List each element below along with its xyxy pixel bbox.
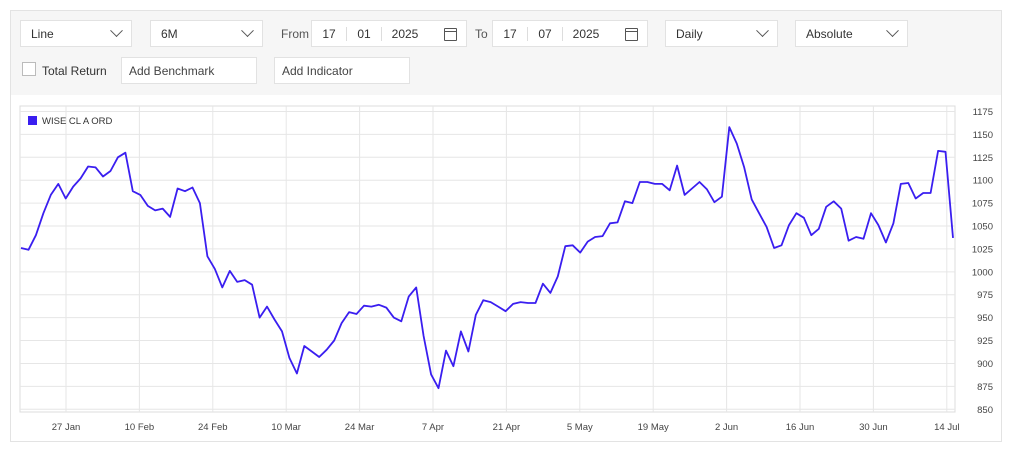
y-tick-label: 925: [977, 336, 993, 347]
price-series-line: [20, 126, 954, 390]
x-tick-label: 5 May: [567, 422, 593, 433]
x-tick-label: 24 Feb: [198, 422, 228, 433]
range-value: 6M: [161, 26, 178, 41]
calendar-icon[interactable]: [625, 28, 638, 41]
from-year[interactable]: 2025: [391, 26, 419, 41]
to-date-field[interactable]: 17 07 2025: [492, 20, 648, 47]
y-tick-label: 1050: [972, 222, 993, 233]
x-tick-label: 19 May: [638, 422, 669, 433]
y-tick-label: 850: [977, 405, 993, 416]
to-year[interactable]: 2025: [572, 26, 600, 41]
y-tick-label: 1000: [972, 267, 993, 278]
chevron-down-icon: [110, 24, 123, 38]
calendar-icon[interactable]: [444, 28, 457, 41]
total-return-label: Total Return: [42, 64, 107, 78]
y-tick-label: 950: [977, 313, 993, 324]
interval-value: Daily: [676, 26, 703, 41]
to-month[interactable]: 07: [538, 26, 552, 41]
y-tick-label: 1125: [973, 153, 993, 164]
range-select[interactable]: 6M: [150, 20, 263, 47]
plot-frame: [19, 105, 956, 413]
y-tick-label: 1075: [972, 199, 993, 210]
x-tick-label: 16 Jun: [786, 422, 815, 433]
x-axis: 27 Jan 10 Feb 24 Feb 10 Mar 24 Mar 7 Apr 21 Ap…: [52, 422, 960, 433]
x-tick-label: 14 Jul: [934, 422, 959, 433]
chevron-down-icon: [886, 24, 899, 38]
legend-swatch: [28, 116, 37, 125]
to-day[interactable]: 17: [503, 26, 517, 41]
x-tick-label: 27 Jan: [52, 422, 81, 433]
add-indicator-placeholder: Add Indicator: [282, 63, 353, 78]
x-tick-label: 2 Jun: [715, 422, 738, 433]
from-day[interactable]: 17: [322, 26, 336, 41]
chart-toolbar: Line 6M From 17 01 2025 To 17 07 2025 Da…: [11, 11, 1001, 95]
y-tick-label: 1025: [972, 244, 993, 255]
x-tick-label: 10 Mar: [271, 422, 301, 433]
chevron-down-icon: [241, 24, 254, 38]
y-tick-label: 900: [977, 359, 993, 370]
legend-label: WISE CL A ORD: [42, 116, 113, 127]
add-indicator-input[interactable]: Add Indicator: [274, 57, 410, 84]
add-benchmark-input[interactable]: Add Benchmark: [121, 57, 257, 84]
y-tick-label: 875: [977, 382, 993, 393]
to-label: To: [475, 27, 488, 41]
scale-value: Absolute: [806, 26, 853, 41]
x-tick-label: 24 Mar: [345, 422, 375, 433]
from-date-field[interactable]: 17 01 2025: [311, 20, 467, 47]
add-benchmark-placeholder: Add Benchmark: [129, 63, 215, 78]
y-tick-label: 1150: [973, 130, 993, 141]
y-tick-label: 975: [977, 290, 993, 301]
y-axis: 850 875 900 925 950 975 1000 1025 1050 1075 1100 11…: [972, 107, 993, 416]
chevron-down-icon: [756, 24, 769, 38]
total-return-checkbox[interactable]: [22, 62, 36, 76]
y-tick-label: 1175: [973, 107, 993, 118]
x-tick-label: 21 Apr: [493, 422, 520, 433]
chart-grid: [19, 105, 956, 413]
interval-select[interactable]: Daily: [665, 20, 778, 47]
x-tick-label: 10 Feb: [125, 422, 155, 433]
y-tick-label: 1100: [973, 176, 993, 187]
from-label: From: [281, 27, 309, 41]
price-chart: 850 875 900 925 950 975 1000 1025 1050 1075 1100 11…: [19, 105, 993, 433]
chart-panel: Line 6M From 17 01 2025 To 17 07 2025 Da…: [10, 10, 1002, 442]
x-tick-label: 30 Jun: [859, 422, 888, 433]
x-tick-label: 7 Apr: [422, 422, 444, 433]
chart-type-select[interactable]: Line: [20, 20, 132, 47]
from-month[interactable]: 01: [357, 26, 371, 41]
scale-select[interactable]: Absolute: [795, 20, 908, 47]
chart-type-value: Line: [31, 26, 54, 41]
